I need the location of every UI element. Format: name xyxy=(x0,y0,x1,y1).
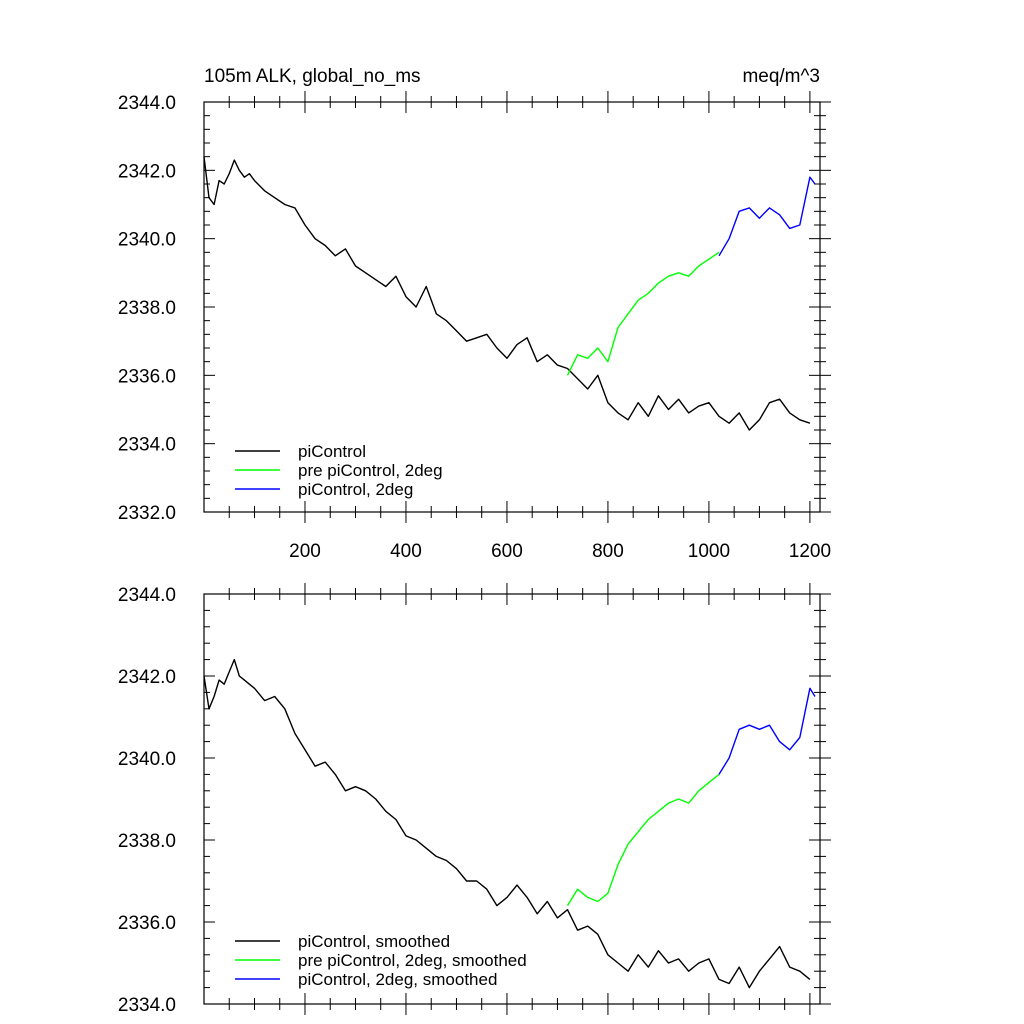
y-tick-label: 2338.0 xyxy=(118,298,176,319)
y-tick-label: 2332.0 xyxy=(118,503,176,524)
bottom-panel: 2334.0 2336.0 2338.0 2340.0 2342.0 2344.0 piC… xyxy=(118,583,831,1016)
legend-label-0: piControl xyxy=(298,442,366,461)
bottom-ticks: 2334.0 2336.0 2338.0 2340.0 2342.0 2344.0 xyxy=(118,583,831,1016)
top-plot-frame xyxy=(203,101,821,513)
x-tick-label: 200 xyxy=(289,541,321,562)
top-panel: 105m ALK, global_no_ms meq/m^3 200 400 600… xyxy=(118,66,831,562)
y-tick-label: 2334.0 xyxy=(118,995,176,1016)
y-tick-label: 2342.0 xyxy=(118,667,176,688)
y-tick-label: 2336.0 xyxy=(118,913,176,934)
x-tick-label: 800 xyxy=(592,541,624,562)
series-line-0 xyxy=(203,156,811,431)
y-tick-label: 2344.0 xyxy=(118,93,176,114)
y-tick-label: 2338.0 xyxy=(118,831,176,852)
x-tick-label: 600 xyxy=(491,541,523,562)
y-tick-label: 2334.0 xyxy=(118,435,176,456)
y-tick-label: 2340.0 xyxy=(118,749,176,770)
legend-label-1: pre piControl, 2deg, smoothed xyxy=(298,951,527,970)
x-tick-label: 1200 xyxy=(789,541,831,562)
y-tick-label: 2340.0 xyxy=(118,230,176,251)
legend-label-2: piControl, 2deg xyxy=(298,480,413,499)
bottom-lines xyxy=(203,658,816,989)
series-line-2 xyxy=(718,687,816,775)
x-tick-label: 400 xyxy=(390,541,422,562)
y-tick-label: 2336.0 xyxy=(118,366,176,387)
y-tick-label: 2342.0 xyxy=(118,161,176,182)
legend-label-0: piControl, smoothed xyxy=(298,932,450,951)
y-tick-label: 2344.0 xyxy=(118,585,176,606)
series-line-0 xyxy=(203,658,811,989)
legend-label-2: piControl, 2deg, smoothed xyxy=(298,970,497,989)
top-lines xyxy=(203,156,816,431)
x-tick-label: 1000 xyxy=(688,541,730,562)
top-ticks: 200 400 600 800 1000 1200 2332.0 2334.0 2336.0 23… xyxy=(118,91,831,562)
series-line-1 xyxy=(566,251,720,376)
legend-label-1: pre piControl, 2deg xyxy=(298,461,443,480)
top-title-left: 105m ALK, global_no_ms xyxy=(204,66,421,87)
top-title-right: meq/m^3 xyxy=(742,66,820,87)
series-line-2 xyxy=(718,176,816,257)
series-line-1 xyxy=(566,773,720,906)
bottom-plot-frame xyxy=(203,593,821,1005)
